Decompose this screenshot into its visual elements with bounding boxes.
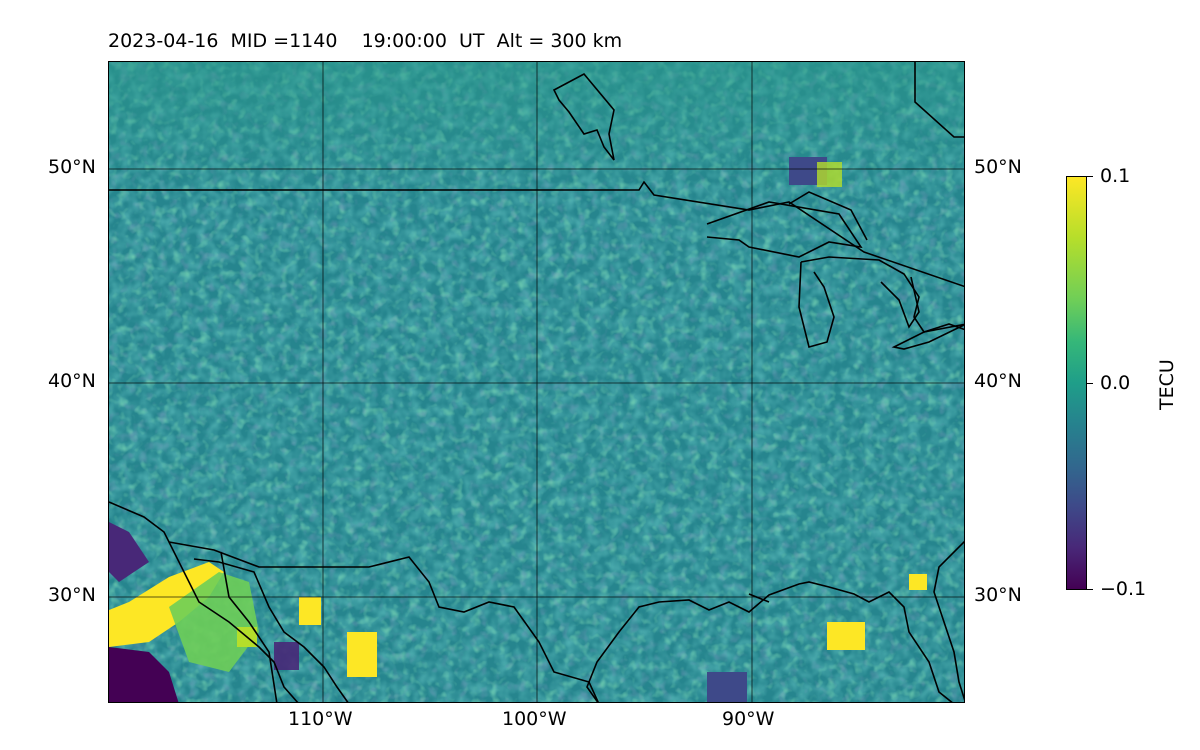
lat-label-left-40: 40°N	[48, 370, 96, 392]
colorbar-title: TECU	[1156, 359, 1178, 410]
lat-label-right-50: 50°N	[974, 156, 1022, 178]
colorbar-tick-max	[1087, 176, 1093, 177]
lat-label-right-40: 40°N	[974, 370, 1022, 392]
lon-label-90w: 90°W	[722, 708, 775, 730]
plot-title: 2023-04-16 MID =1140 19:00:00 UT Alt = 3…	[108, 30, 623, 52]
lon-label-110w: 110°W	[288, 708, 353, 730]
colorbar-tick-mid	[1087, 383, 1093, 384]
colorbar-label-min: −0.1	[1100, 578, 1147, 600]
colorbar-tick-min	[1087, 589, 1093, 590]
colorbar-label-mid: 0.0	[1100, 372, 1131, 394]
lat-label-left-30: 30°N	[48, 584, 96, 606]
lat-label-right-30: 30°N	[974, 584, 1022, 606]
lon-label-100w: 100°W	[502, 708, 567, 730]
colorbar-label-max: 0.1	[1100, 165, 1131, 187]
lat-label-left-50: 50°N	[48, 156, 96, 178]
tec-map-svg	[109, 62, 964, 702]
colorbar	[1066, 176, 1087, 590]
tec-map	[108, 61, 965, 703]
